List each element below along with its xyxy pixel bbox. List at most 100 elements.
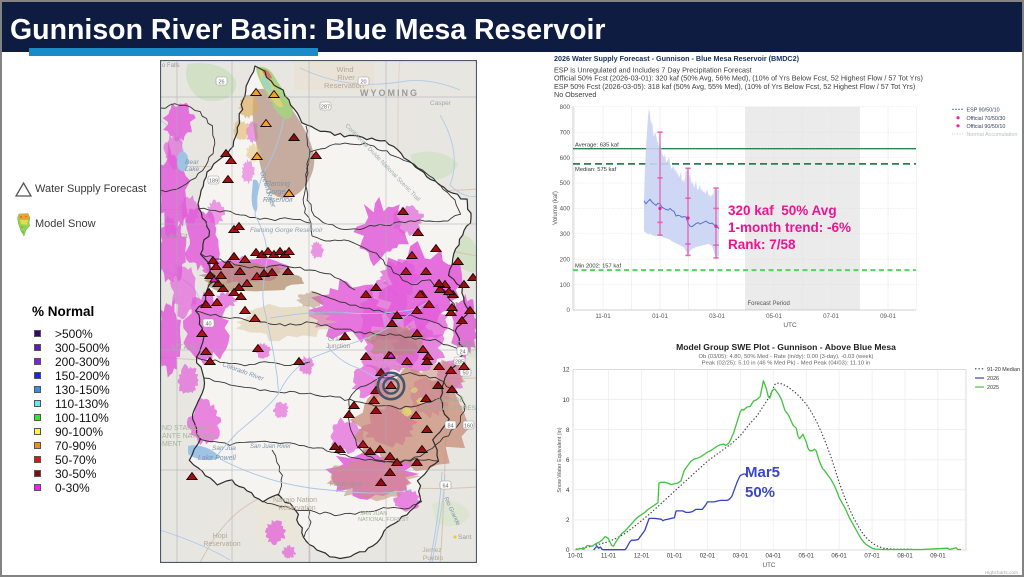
svg-text:2026: 2026 — [987, 376, 999, 382]
svg-text:64: 64 — [442, 484, 448, 490]
svg-text:Average: 635 kaf: Average: 635 kaf — [575, 143, 619, 149]
svg-text:287: 287 — [321, 105, 330, 111]
svg-text:ND STAIRCASE-: ND STAIRCASE- — [162, 425, 216, 432]
svg-text:Gorge: Gorge — [266, 189, 286, 196]
svg-text:GRANDE: GRANDE — [436, 397, 464, 404]
svg-text:UTC: UTC — [783, 322, 797, 329]
svg-text:Min 2002: 157 kaf: Min 2002: 157 kaf — [575, 264, 621, 270]
svg-text:700: 700 — [560, 129, 571, 136]
svg-text:84: 84 — [447, 424, 453, 430]
svg-text:01-01: 01-01 — [667, 554, 683, 560]
svg-text:White River: White River — [314, 311, 346, 317]
svg-text:11-01: 11-01 — [601, 554, 617, 560]
svg-text:40: 40 — [205, 322, 211, 328]
svg-text:UTC: UTC — [763, 562, 776, 569]
svg-text:05-01: 05-01 — [766, 313, 782, 320]
svg-text:91-20 Median: 91-20 Median — [987, 367, 1020, 373]
svg-text:Official 70/50/30: Official 70/50/30 — [967, 116, 1006, 122]
svg-text:NATIONA: NATIONA — [374, 365, 409, 372]
svg-text:ESP is Unregulated and Include: ESP is Unregulated and Includes 7 Day Pr… — [554, 66, 752, 75]
svg-text:Casper: Casper — [430, 100, 452, 107]
svg-text:o Falls: o Falls — [162, 63, 180, 69]
svg-text:GUNNISO: GUNNISO — [368, 356, 405, 363]
svg-text:2025: 2025 — [987, 385, 999, 391]
svg-text:Snow Water Equivalent (in): Snow Water Equivalent (in) — [557, 427, 563, 492]
svg-text:Jemez: Jemez — [422, 547, 441, 554]
svg-text:07-01: 07-01 — [823, 313, 839, 320]
svg-text:COLO: COLO — [456, 340, 477, 349]
svg-text:500: 500 — [560, 180, 571, 187]
svg-text:6: 6 — [566, 457, 570, 464]
svg-text:24: 24 — [459, 350, 465, 356]
svg-text:01-01: 01-01 — [652, 313, 668, 320]
svg-text:NATIONAL FOREST: NATIONAL FOREST — [358, 517, 409, 523]
svg-text:Official 90/50/10: Official 90/50/10 — [967, 124, 1006, 130]
svg-text:12-01: 12-01 — [634, 554, 650, 560]
svg-text:12: 12 — [563, 367, 570, 374]
svg-text:600: 600 — [560, 155, 571, 162]
svg-text:2: 2 — [566, 517, 570, 524]
svg-text:100: 100 — [560, 282, 571, 289]
svg-text:Pueblo: Pueblo — [423, 555, 444, 562]
svg-text:8: 8 — [566, 427, 570, 434]
svg-text:4: 4 — [566, 487, 570, 494]
svg-text:Flaming: Flaming — [265, 181, 290, 188]
svg-text:SAN JUAN: SAN JUAN — [360, 511, 387, 517]
svg-text:Farmington: Farmington — [330, 481, 363, 488]
svg-text:Hopi: Hopi — [213, 533, 228, 540]
svg-text:Bear: Bear — [185, 159, 200, 166]
svg-text:NATIONAL FOREST: NATIONAL FOREST — [420, 405, 477, 412]
svg-text:Volume (kaf): Volume (kaf) — [553, 191, 559, 225]
svg-text:09-01: 09-01 — [930, 554, 946, 560]
svg-text:200: 200 — [560, 256, 571, 263]
svg-text:Reservation: Reservation — [278, 505, 315, 512]
svg-text:07-01: 07-01 — [864, 554, 880, 560]
svg-text:ESP 90/50/10: ESP 90/50/10 — [967, 107, 1000, 113]
svg-text:04-01: 04-01 — [766, 554, 782, 560]
svg-text:ANTE NATIONAL: ANTE NATIONAL — [162, 433, 217, 440]
svg-text:285: 285 — [455, 360, 464, 366]
svg-text:Mar5: Mar5 — [745, 464, 780, 481]
svg-text:05-01: 05-01 — [799, 554, 815, 560]
svg-text:300: 300 — [560, 231, 571, 238]
svg-text:09-01: 09-01 — [880, 313, 896, 320]
svg-text:Grand: Grand — [328, 336, 346, 343]
svg-text:2026 Water Supply Forecast - G: 2026 Water Supply Forecast - Gunnison - … — [554, 54, 800, 63]
svg-text:Normal Accumulation: Normal Accumulation — [967, 132, 1018, 138]
svg-text:Flaming Gorge Reservoir: Flaming Gorge Reservoir — [250, 227, 323, 234]
svg-text:Reservation: Reservation — [324, 81, 364, 90]
svg-text:Model Group SWE Plot - Gunniso: Model Group SWE Plot - Gunnison - Above … — [676, 342, 896, 352]
svg-text:400: 400 — [560, 206, 571, 213]
svg-text:11-01: 11-01 — [595, 313, 611, 320]
svg-text:No Observed: No Observed — [554, 90, 596, 99]
svg-text:02-01: 02-01 — [700, 554, 716, 560]
svg-text:UTAH: UTAH — [172, 344, 197, 351]
svg-text:189: 189 — [209, 179, 218, 185]
svg-text:320 kaf 50% Avg: 320 kaf 50% Avg — [728, 203, 837, 218]
svg-text:San Jua: San Jua — [212, 445, 236, 452]
svg-text:River: River — [337, 73, 355, 82]
svg-text:08-01: 08-01 — [897, 554, 913, 560]
svg-text:Junction: Junction — [326, 343, 351, 350]
svg-text:800: 800 — [560, 104, 571, 111]
svg-text:ESP 50% Fcst (2026-03-05): 318: ESP 50% Fcst (2026-03-05): 318 kaf (50% … — [554, 82, 915, 91]
svg-text:Ob (03/05): 4.80, 50% Med - Ra: Ob (03/05): 4.80, 50% Med - Rate (in/dy)… — [699, 354, 874, 360]
svg-text:1-month trend: -6%: 1-month trend: -6% — [728, 220, 851, 235]
svg-text:WYOMING: WYOMING — [360, 88, 419, 98]
svg-text:Navajo Nation: Navajo Nation — [273, 497, 317, 504]
svg-text:Forecast Period: Forecast Period — [748, 301, 790, 307]
svg-text:10-01: 10-01 — [568, 554, 584, 560]
svg-text:Highcharts.com: Highcharts.com — [985, 570, 1018, 575]
svg-text:Lake Powell: Lake Powell — [198, 455, 236, 462]
svg-text:Median: 575 kaf: Median: 575 kaf — [575, 167, 617, 173]
svg-text:Reservoir: Reservoir — [263, 197, 294, 204]
svg-text:03-01: 03-01 — [709, 313, 725, 320]
svg-text:20: 20 — [360, 80, 366, 86]
svg-text:t Lake Cit: t Lake Cit — [160, 233, 188, 240]
svg-text:Peak (02/25): 5.10 in (46 % Me: Peak (02/25): 5.10 in (46 % Med Pk) - Me… — [702, 361, 870, 367]
svg-text:06-01: 06-01 — [831, 554, 847, 560]
svg-text:Reservation: Reservation — [203, 541, 240, 548]
svg-text:26: 26 — [218, 80, 224, 86]
svg-text:Wind: Wind — [336, 65, 353, 74]
svg-text:03-01: 03-01 — [733, 554, 749, 560]
